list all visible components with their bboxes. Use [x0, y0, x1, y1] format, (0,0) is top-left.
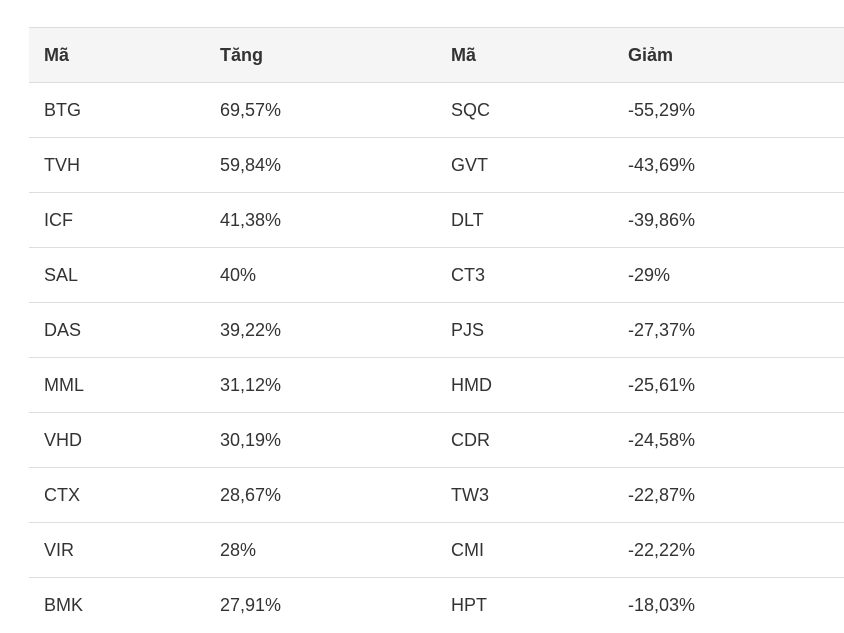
- header-code-losers: Mã: [436, 27, 613, 83]
- cell-increase-pct: 28,67%: [205, 467, 436, 523]
- cell-loser-code: CDR: [436, 412, 613, 468]
- cell-gainer-code: DAS: [29, 302, 205, 358]
- cell-loser-code: CMI: [436, 522, 613, 578]
- cell-gainer-code: TVH: [29, 137, 205, 193]
- cell-decrease-pct: -43,69%: [613, 137, 844, 193]
- cell-gainer-code: MML: [29, 357, 205, 413]
- cell-loser-code: SQC: [436, 82, 613, 138]
- cell-gainer-code: CTX: [29, 467, 205, 523]
- cell-increase-pct: 30,19%: [205, 412, 436, 468]
- cell-increase-pct: 41,38%: [205, 192, 436, 248]
- table-row: BTG 69,57% SQC -55,29%: [29, 82, 844, 138]
- cell-loser-code: HMD: [436, 357, 613, 413]
- table-row: MML 31,12% HMD -25,61%: [29, 357, 844, 413]
- cell-decrease-pct: -25,61%: [613, 357, 844, 413]
- cell-increase-pct: 39,22%: [205, 302, 436, 358]
- cell-loser-code: CT3: [436, 247, 613, 303]
- table-row: VHD 30,19% CDR -24,58%: [29, 412, 844, 468]
- stock-change-table: Mã Tăng Mã Giảm BTG 69,57% SQC -55,29% TVH 59…: [29, 27, 844, 633]
- table-row: ICF 41,38% DLT -39,86%: [29, 192, 844, 248]
- cell-loser-code: DLT: [436, 192, 613, 248]
- cell-increase-pct: 40%: [205, 247, 436, 303]
- header-code-gainers: Mã: [29, 27, 205, 83]
- cell-loser-code: GVT: [436, 137, 613, 193]
- header-increase: Tăng: [205, 27, 436, 83]
- table-row: VIR 28% CMI -22,22%: [29, 522, 844, 578]
- cell-loser-code: HPT: [451, 594, 487, 615]
- table-row: TVH 59,84% GVT -43,69%: [29, 137, 844, 193]
- cell-gainer-code: ICF: [29, 192, 205, 248]
- table-row: CTX 28,67% TW3 -22,87%: [29, 467, 844, 523]
- table-body: BTG 69,57% SQC -55,29% TVH 59,84% GVT -43,69% IC…: [29, 82, 844, 633]
- header-decrease: Giảm: [613, 27, 844, 83]
- header-row: Mã Tăng Mã Giảm: [29, 27, 844, 83]
- table-row: SAL 40% CT3 -29%: [29, 247, 844, 303]
- cell-loser-code: TW3: [436, 467, 613, 523]
- cell-decrease-pct: -18,03%: [628, 594, 696, 615]
- cell-decrease-pct: -29%: [613, 247, 844, 303]
- cell-loser-code: PJS: [436, 302, 613, 358]
- cell-gainer-code: BTG: [29, 82, 205, 138]
- cell-decrease-pct: -22,87%: [613, 467, 844, 523]
- cell-decrease-pct: -22,22%: [613, 522, 844, 578]
- stock-table-container: Mã Tăng Mã Giảm BTG 69,57% SQC -55,29% TVH 59…: [29, 27, 844, 633]
- table-header: Mã Tăng Mã Giảm: [29, 27, 844, 83]
- table-row: DAS 39,22% PJS -27,37%: [29, 302, 844, 358]
- cell-increase-pct: 28%: [205, 522, 436, 578]
- table-row: BMK 27,91% HPT -18,03%: [29, 578, 844, 633]
- cell-gainer-code: SAL: [29, 247, 205, 303]
- cell-gainer-code: VIR: [29, 522, 205, 578]
- cell-increase-pct: 27,91%: [220, 594, 282, 615]
- cell-decrease-pct: -55,29%: [613, 82, 844, 138]
- cell-decrease-pct: -24,58%: [613, 412, 844, 468]
- cell-increase-pct: 69,57%: [205, 82, 436, 138]
- cell-increase-pct: 59,84%: [205, 137, 436, 193]
- cell-decrease-pct: -27,37%: [613, 302, 844, 358]
- cell-increase-pct: 31,12%: [205, 357, 436, 413]
- cell-gainer-code: VHD: [29, 412, 205, 468]
- cell-decrease-pct: -39,86%: [613, 192, 844, 248]
- cell-gainer-code: BMK: [44, 594, 84, 615]
